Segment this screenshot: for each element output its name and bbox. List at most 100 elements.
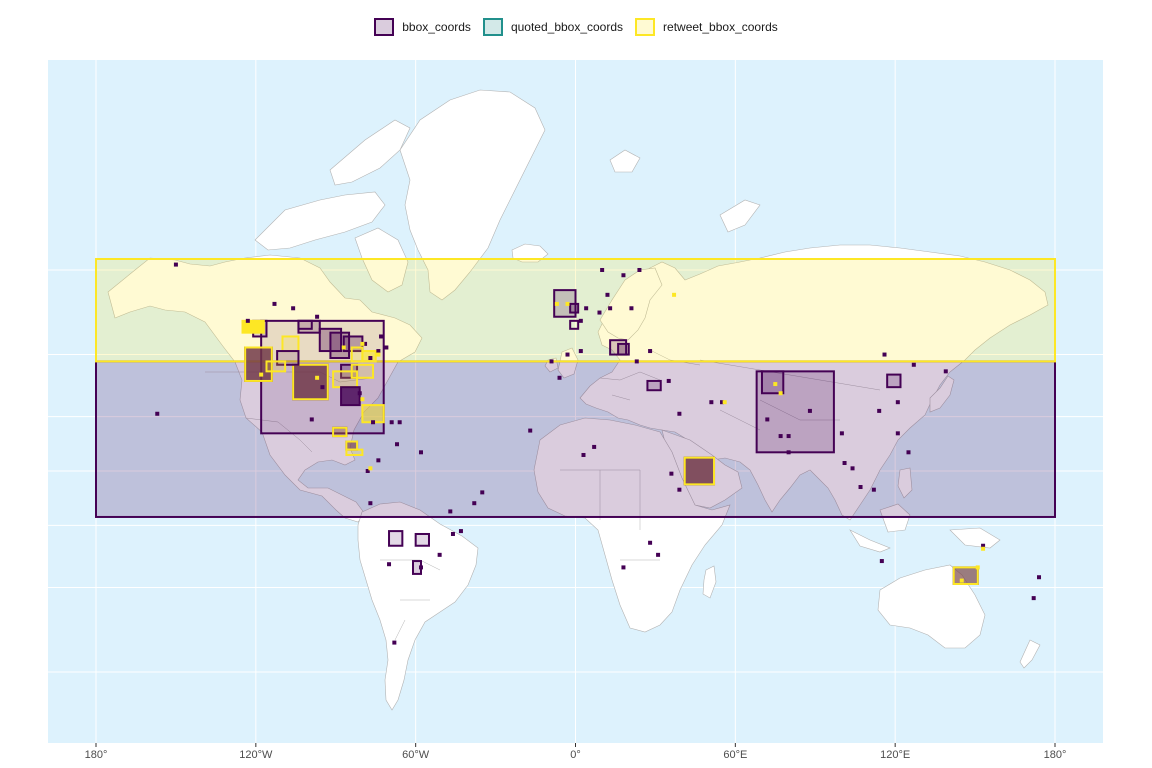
point-bbox-coords-67 (906, 450, 911, 455)
point-retweet-bbox-coords-92 (959, 578, 964, 583)
bbox-bbox-coords-31 (569, 302, 580, 314)
point-retweet-bbox-coords-90 (778, 391, 783, 396)
point-bbox-coords-31 (565, 352, 570, 357)
landmass-greenland (399, 89, 546, 301)
point-bbox-coords-33 (584, 306, 589, 311)
legend-item-retweet-bbox-coords: retweet_bbox_coords (635, 18, 778, 36)
point-bbox-coords-34 (578, 318, 583, 323)
point-bbox-coords-63 (850, 466, 855, 471)
bbox-bbox-coords-33 (617, 342, 630, 356)
point-bbox-coords-47 (709, 400, 714, 405)
bbox-retweet-bbox-coords-20 (350, 363, 375, 379)
point-retweet-bbox-coords-83 (376, 352, 381, 357)
point-bbox-coords-25 (387, 562, 392, 567)
point-bbox-coords-32 (578, 349, 583, 354)
bbox-bbox-coords-43 (297, 319, 313, 330)
point-bbox-coords-41 (605, 292, 610, 297)
point-bbox-coords-69 (882, 352, 887, 357)
border-asia (699, 359, 881, 431)
bbox-retweet-bbox-coords-15 (281, 335, 300, 353)
bbox-retweet-bbox-coords-14 (241, 319, 265, 334)
point-bbox-coords-48 (581, 452, 586, 457)
point-bbox-coords-13 (397, 420, 402, 425)
landmass-novaya-zemlya (719, 199, 761, 233)
border-europe (599, 349, 701, 401)
point-bbox-coords-2 (245, 318, 250, 323)
point-bbox-coords-20 (368, 501, 373, 506)
point-bbox-coords-12 (309, 417, 314, 422)
land-layer (107, 89, 1049, 711)
point-retweet-bbox-coords-88 (368, 466, 373, 471)
x-tick-label-2: 60°W (402, 749, 430, 761)
point-bbox-coords-73 (879, 559, 884, 564)
point-bbox-coords-8 (376, 349, 381, 354)
bbox-layer (95, 257, 1056, 585)
point-bbox-coords-36 (608, 306, 613, 311)
point-bbox-coords-54 (621, 565, 626, 570)
legend-label-retweet-bbox-coords: retweet_bbox_coords (663, 20, 778, 34)
landmass-new-guinea (949, 527, 1001, 549)
point-retweet-bbox-coords-87 (360, 397, 365, 402)
point-bbox-coords-28 (480, 490, 485, 495)
bbox-bbox-coords-44 (569, 319, 580, 330)
x-tick-label-6: 180° (1044, 749, 1067, 761)
point-bbox-coords-45 (677, 411, 682, 416)
point-bbox-coords-61 (839, 431, 844, 436)
point-bbox-coords-6 (379, 334, 384, 339)
point-retweet-bbox-coords-91 (975, 565, 980, 570)
bbox-retweet-bbox-coords-37 (683, 456, 716, 486)
point-retweet-bbox-coords-86 (315, 375, 320, 380)
landmass-arctic-islands (254, 191, 386, 251)
point-bbox-coords-62 (842, 461, 847, 466)
point-bbox-coords-72 (943, 369, 948, 374)
point-bbox-coords-44 (666, 378, 671, 383)
border-africa (560, 469, 660, 561)
bbox-retweet-bbox-coords-28 (345, 440, 359, 451)
point-bbox-coords-71 (911, 362, 916, 367)
x-tick-label-0: 180° (85, 749, 108, 761)
point-bbox-coords-70 (895, 400, 900, 405)
point-retweet-bbox-coords-93 (554, 301, 559, 306)
point-retweet-bbox-coords-89 (773, 382, 778, 387)
point-bbox-coords-39 (637, 267, 642, 272)
legend: bbox_coords quoted_bbox_coords retweet_b… (0, 14, 1152, 40)
bbox-bbox-coords-40 (388, 530, 404, 547)
point-retweet-bbox-coords-94 (565, 301, 570, 306)
point-bbox-coords-64 (858, 485, 863, 490)
point-layer (155, 262, 1042, 645)
point-bbox-coords-16 (376, 458, 381, 463)
point-bbox-coords-26 (418, 565, 423, 570)
point-bbox-coords-10 (357, 391, 362, 396)
point-bbox-coords-14 (389, 420, 394, 425)
point-bbox-coords-29 (472, 501, 477, 506)
point-bbox-coords-1 (272, 301, 277, 306)
point-bbox-coords-42 (634, 359, 639, 364)
landmass-scandinavia (599, 267, 663, 341)
point-bbox-coords-0 (173, 262, 178, 267)
point-bbox-coords-38 (621, 273, 626, 278)
bbox-retweet-bbox-coords-24 (361, 404, 385, 424)
point-bbox-coords-15 (371, 420, 376, 425)
bbox-retweet-bbox-coords-26 (332, 426, 348, 438)
x-axis: 180° 120°W 60°W 0° 60°E 120°E 180° (85, 743, 1067, 761)
point-bbox-coords-55 (656, 552, 661, 557)
point-bbox-coords-43 (648, 349, 653, 354)
point-bbox-coords-57 (778, 434, 783, 439)
point-bbox-coords-23 (450, 531, 455, 536)
bbox-bbox-coords-0 (95, 360, 1056, 518)
bbox-bbox-coords-36 (683, 456, 716, 486)
point-retweet-bbox-coords-80 (722, 400, 727, 405)
point-bbox-coords-60 (786, 450, 791, 455)
point-bbox-coords-53 (648, 540, 653, 545)
point-bbox-coords-19 (365, 469, 370, 473)
point-bbox-coords-66 (895, 431, 900, 436)
bbox-bbox-coords-3 (755, 370, 835, 454)
point-retweet-bbox-coords-81 (981, 546, 986, 551)
border-south-america (380, 559, 441, 641)
point-bbox-coords-7 (384, 345, 389, 350)
point-retweet-bbox-coords-85 (259, 372, 264, 377)
landmass-philippines (897, 467, 913, 499)
bbox-bbox-coords-35 (886, 373, 902, 389)
point-bbox-coords-4 (315, 314, 320, 319)
